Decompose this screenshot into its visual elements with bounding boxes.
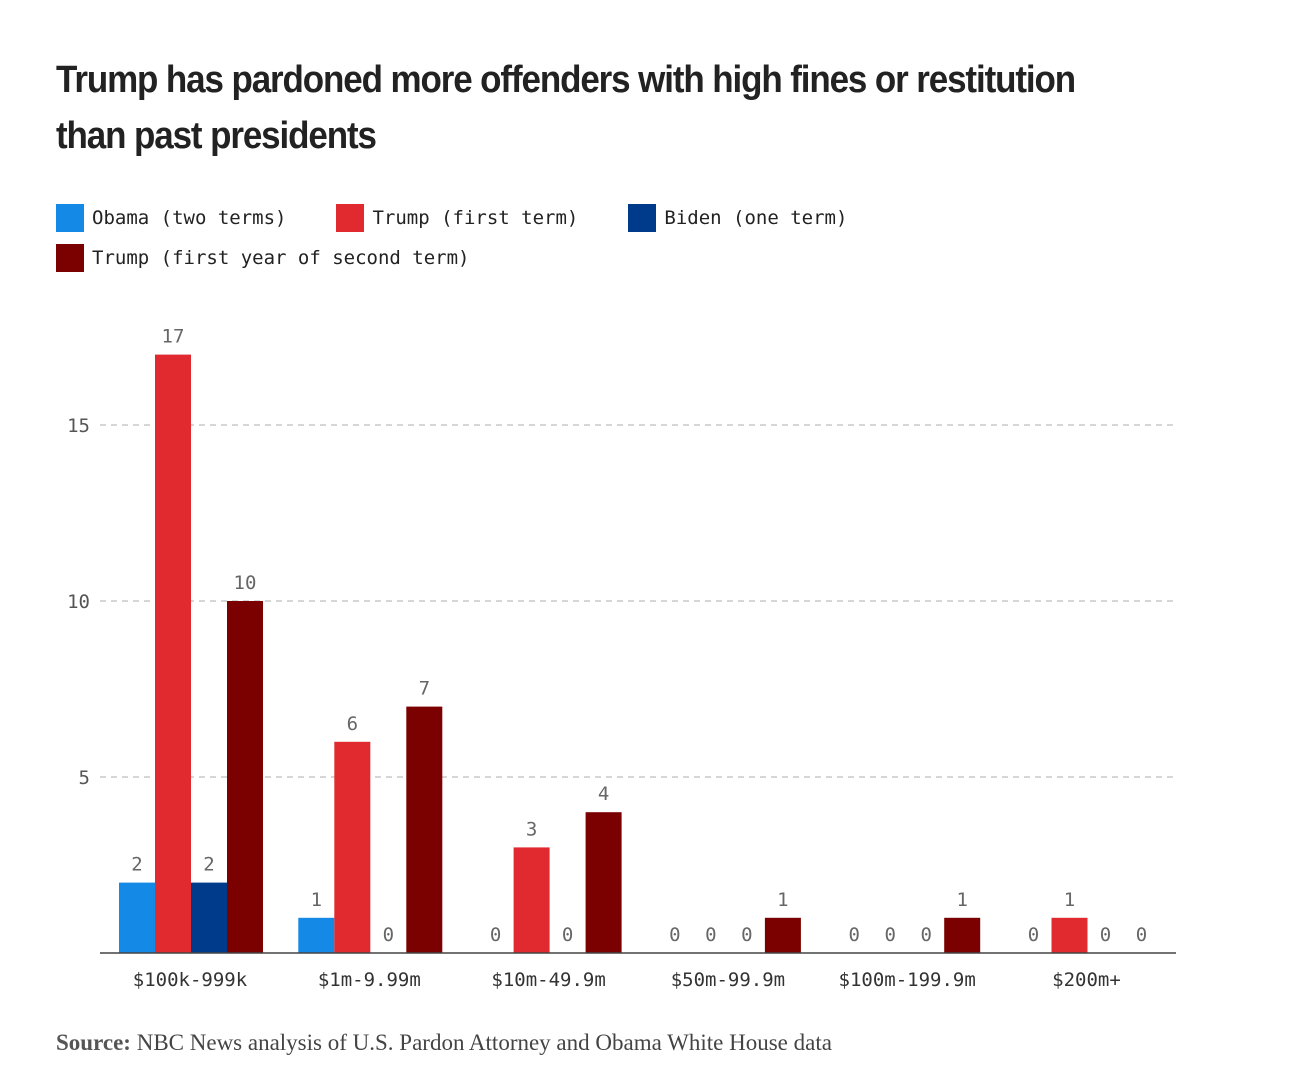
legend-swatch: [56, 244, 84, 272]
data-label: 0: [920, 924, 931, 946]
data-label: 10: [234, 572, 257, 594]
data-label: 1: [777, 889, 788, 911]
data-label: 0: [562, 924, 573, 946]
source-note: Source: NBC News analysis of U.S. Pardon…: [56, 1030, 832, 1056]
data-label: 7: [419, 678, 430, 700]
x-tick-label: $100k-999k: [133, 969, 248, 991]
data-label: 1: [1064, 889, 1075, 911]
data-label: 3: [526, 818, 537, 840]
bar: [227, 601, 263, 953]
y-tick-label: 10: [67, 591, 90, 613]
legend-label: Biden (one term): [664, 207, 848, 229]
legend-swatch: [56, 204, 84, 232]
data-label: 2: [203, 854, 214, 876]
data-label: 6: [347, 713, 358, 735]
data-label: 0: [848, 924, 859, 946]
data-label: 0: [741, 924, 752, 946]
legend-item: Trump (first year of second term): [56, 244, 470, 272]
bar: [944, 917, 981, 953]
bar: [585, 812, 622, 953]
legend: Obama (two terms) Trump (first term) Biden…: [56, 204, 1156, 272]
legend-label: Trump (first year of second term): [92, 247, 470, 269]
bar: [764, 917, 801, 953]
bar: [406, 706, 443, 953]
data-label: 0: [1028, 924, 1039, 946]
data-label: 0: [490, 924, 501, 946]
source-label: Source:: [56, 1030, 131, 1055]
x-tick-label: $50m-99.9m: [671, 969, 785, 991]
data-label: 1: [311, 889, 322, 911]
data-label: 2: [131, 854, 142, 876]
y-tick-label: 15: [67, 415, 90, 437]
data-label: 4: [598, 783, 609, 805]
legend-item: Biden (one term): [628, 204, 847, 232]
bar: [119, 882, 155, 953]
chart-title: Trump has pardoned more offenders with h…: [56, 59, 1076, 157]
bar: [298, 917, 335, 953]
x-tick-label: $200m+: [1052, 969, 1121, 991]
legend-item: Trump (first term): [336, 204, 578, 232]
data-label: 0: [1100, 924, 1111, 946]
legend-label: Trump (first term): [372, 207, 579, 229]
data-label: 17: [162, 326, 185, 348]
bar: [334, 741, 371, 953]
bar: [513, 847, 550, 953]
data-label: 0: [705, 924, 716, 946]
legend-label: Obama (two terms): [92, 207, 287, 229]
legend-item: Obama (two terms): [56, 204, 286, 232]
bar: [1051, 917, 1088, 953]
source-text: NBC News analysis of U.S. Pardon Attorne…: [136, 1030, 832, 1055]
x-tick-label: $10m-49.9m: [491, 969, 605, 991]
x-tick-label: $100m-199.9m: [839, 969, 976, 991]
data-label: 1: [956, 889, 967, 911]
legend-swatch: [336, 204, 365, 232]
bar: [191, 882, 227, 953]
data-label: 0: [1136, 924, 1147, 946]
data-label: 0: [383, 924, 394, 946]
data-label: 0: [669, 924, 680, 946]
x-tick-label: $1m-9.99m: [318, 969, 421, 991]
y-tick-label: 5: [79, 767, 90, 789]
bar: [155, 354, 191, 954]
legend-swatch: [628, 204, 657, 232]
data-label: 0: [884, 924, 895, 946]
